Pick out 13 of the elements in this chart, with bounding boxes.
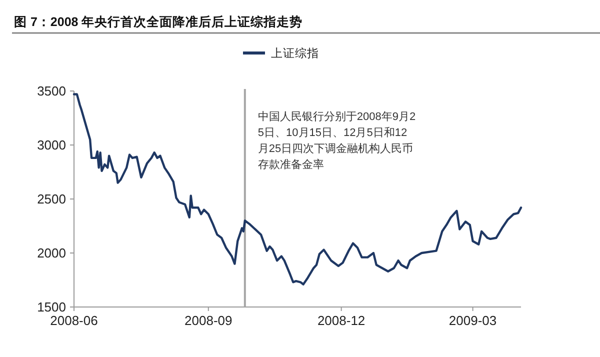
chart-title: 图 7：2008 年央行首次全面降准后后上证综指走势 bbox=[14, 14, 303, 29]
x-tick-label: 2008-06 bbox=[50, 313, 98, 328]
x-tick-label: 2009-03 bbox=[448, 313, 497, 328]
x-tick-label: 2008-09 bbox=[184, 313, 232, 328]
y-tick-label: 3000 bbox=[37, 138, 66, 153]
y-tick-label: 1500 bbox=[37, 300, 66, 315]
y-tick-label: 2000 bbox=[37, 246, 66, 261]
y-tick-label: 3500 bbox=[37, 84, 66, 99]
line-series bbox=[72, 93, 522, 286]
legend-label: 上证综指 bbox=[271, 46, 319, 60]
y-tick-label: 2500 bbox=[37, 192, 66, 207]
ref-line-label: 中国人民银行分别于2008年9月25日、10月15日、12月5日和12月25日四次下调金融机构人民币存款准备金率 bbox=[258, 110, 416, 171]
x-tick-label: 2008-12 bbox=[317, 313, 366, 328]
